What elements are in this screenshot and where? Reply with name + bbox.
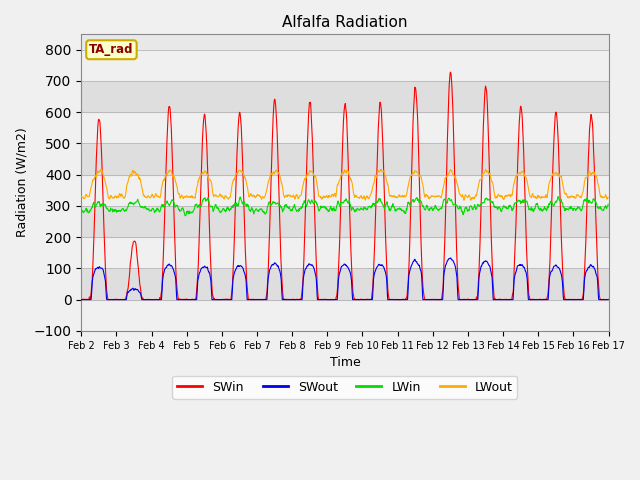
LWout — [543, 194, 550, 200]
Bar — [81, 49, 609, 81]
LWin — [554, 194, 562, 200]
Title: Alfalfa Radiation: Alfalfa Radiation — [282, 15, 408, 30]
SWout — [427, 297, 435, 302]
LWout — [77, 194, 85, 200]
SWout — [278, 297, 286, 302]
SWin — [495, 297, 503, 302]
SWout — [195, 274, 202, 280]
SWin — [604, 297, 612, 302]
LWin — [182, 213, 189, 218]
SWout — [496, 297, 504, 302]
X-axis label: Time: Time — [330, 356, 360, 369]
LWout — [427, 195, 435, 201]
SWin — [542, 297, 550, 302]
LWin — [182, 212, 190, 218]
Text: TA_rad: TA_rad — [89, 43, 134, 56]
LWout — [97, 167, 105, 172]
LWin — [195, 204, 203, 209]
SWout — [604, 297, 612, 302]
LWin — [77, 206, 85, 212]
Bar — [81, 237, 609, 268]
Line: LWout: LWout — [81, 169, 608, 200]
LWin — [254, 208, 262, 214]
SWin — [195, 257, 202, 263]
LWin — [604, 201, 612, 207]
Bar — [81, 206, 609, 237]
SWin — [426, 297, 434, 302]
Legend: SWin, SWout, LWin, LWout: SWin, SWout, LWin, LWout — [172, 376, 517, 399]
Bar — [81, 81, 609, 112]
Y-axis label: Radiation (W/m2): Radiation (W/m2) — [15, 128, 28, 237]
LWout — [496, 193, 504, 199]
SWin — [182, 297, 189, 302]
SWin — [596, 297, 604, 302]
Bar — [81, 175, 609, 206]
LWout — [195, 177, 203, 182]
Bar — [81, 112, 609, 144]
SWout — [182, 297, 189, 302]
SWout — [543, 297, 550, 302]
LWout — [604, 194, 612, 200]
LWin — [427, 205, 435, 211]
LWout — [460, 197, 468, 203]
Line: SWout: SWout — [81, 258, 608, 300]
LWin — [542, 206, 550, 212]
SWout — [253, 297, 261, 302]
SWin — [77, 297, 85, 302]
Line: LWin: LWin — [81, 197, 608, 216]
LWout — [254, 192, 262, 198]
LWin — [495, 204, 503, 210]
Bar — [81, 300, 609, 331]
SWin — [253, 297, 261, 302]
SWout — [77, 297, 85, 302]
SWout — [447, 255, 454, 261]
SWin — [447, 69, 454, 75]
Line: SWin: SWin — [81, 72, 608, 300]
Bar — [81, 268, 609, 300]
Bar — [81, 144, 609, 175]
LWout — [182, 194, 190, 200]
